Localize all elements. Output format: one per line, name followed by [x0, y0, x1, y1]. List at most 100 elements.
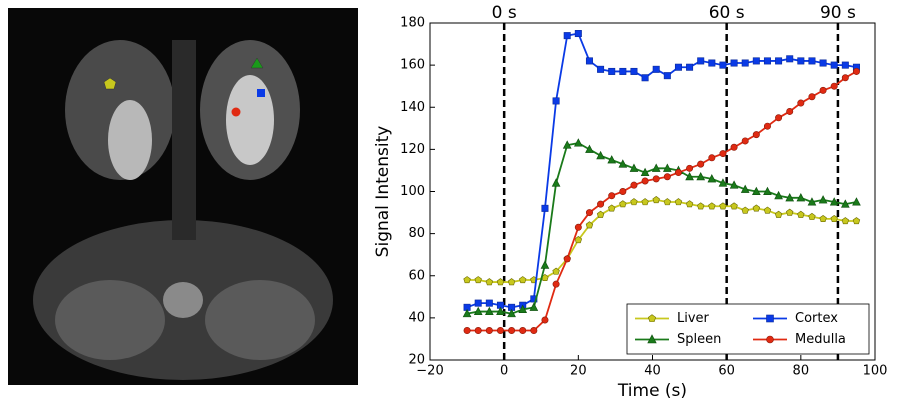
y-tick-label: 140 [400, 100, 425, 115]
point [797, 210, 805, 218]
legend-label: Liver [677, 311, 710, 326]
point [796, 193, 806, 202]
point [774, 210, 783, 218]
event-label: 60 s [709, 3, 745, 23]
point [852, 197, 861, 206]
x-axis-label: Time (s) [617, 381, 687, 401]
x-tick-label: 20 [570, 364, 587, 379]
point [719, 61, 727, 69]
point [474, 327, 482, 335]
point [819, 214, 827, 223]
point [563, 255, 571, 263]
point [785, 193, 795, 202]
y-tick-label: 40 [408, 310, 425, 325]
plot-frame [429, 22, 876, 361]
point [696, 171, 706, 181]
point [530, 327, 538, 335]
legend-marker [766, 335, 774, 344]
point [741, 206, 749, 214]
point [507, 308, 516, 318]
point [608, 204, 616, 212]
point [697, 160, 705, 168]
point [585, 57, 593, 65]
point [829, 197, 839, 206]
point [741, 59, 749, 67]
point [708, 59, 716, 67]
point [552, 280, 560, 288]
point [519, 327, 527, 335]
point [597, 200, 605, 208]
point [619, 67, 627, 75]
point [619, 188, 627, 196]
y-axis-label: Signal Intensity [373, 126, 393, 258]
point [552, 97, 560, 105]
point [518, 304, 528, 313]
point [686, 164, 694, 172]
x-tick-label: 0 [500, 364, 508, 379]
mri-image [8, 8, 358, 385]
point [830, 61, 838, 69]
point [752, 57, 760, 65]
point [496, 306, 505, 316]
y-tick-label: 160 [400, 58, 425, 73]
point [563, 32, 571, 40]
point [574, 236, 583, 244]
point [485, 278, 494, 286]
x-tick-label: 40 [644, 364, 661, 379]
x-tick-label: 60 [718, 364, 735, 379]
point [663, 72, 671, 80]
point [674, 198, 683, 206]
point [519, 276, 527, 284]
point [641, 198, 649, 206]
point [597, 65, 605, 73]
point [740, 184, 750, 193]
y-tick-label: 60 [408, 268, 425, 283]
point [729, 180, 739, 189]
point [741, 137, 749, 145]
point [485, 327, 493, 335]
event-label: 0 s [492, 3, 517, 23]
legend-label: Medulla [795, 332, 846, 347]
point [608, 192, 616, 200]
point [463, 276, 471, 284]
point [573, 138, 583, 147]
point [808, 212, 816, 220]
y-tick-label: 100 [400, 184, 425, 199]
point [697, 202, 705, 210]
point [786, 208, 794, 216]
point [529, 302, 539, 311]
point [473, 306, 483, 316]
point [630, 198, 638, 206]
point [685, 171, 694, 181]
point [786, 107, 794, 115]
point [541, 204, 549, 212]
series-line [466, 32, 857, 309]
point [585, 144, 594, 153]
y-tick-label: 20 [408, 353, 425, 368]
point [640, 167, 650, 177]
point [852, 217, 861, 225]
point [840, 199, 850, 208]
point [786, 55, 794, 63]
legend-label: Spleen [677, 332, 721, 347]
point [830, 214, 838, 223]
y-tick-label: 180 [400, 16, 425, 31]
point [496, 278, 505, 286]
point [807, 197, 817, 206]
chart: −20 0 20 40 60 80 100 20 40 60 80 100 120 140 160 180 0 … [373, 3, 887, 401]
point [585, 221, 594, 229]
point [652, 175, 660, 183]
y-tick-label: 120 [400, 142, 425, 157]
x-tick-label: 100 [863, 364, 888, 379]
point [808, 57, 816, 65]
point [485, 299, 493, 307]
point [763, 186, 772, 195]
point [596, 150, 605, 160]
point [707, 174, 717, 183]
point [607, 155, 617, 164]
point [841, 61, 849, 69]
series-line [467, 199, 857, 283]
point [474, 299, 482, 307]
point [618, 159, 628, 168]
